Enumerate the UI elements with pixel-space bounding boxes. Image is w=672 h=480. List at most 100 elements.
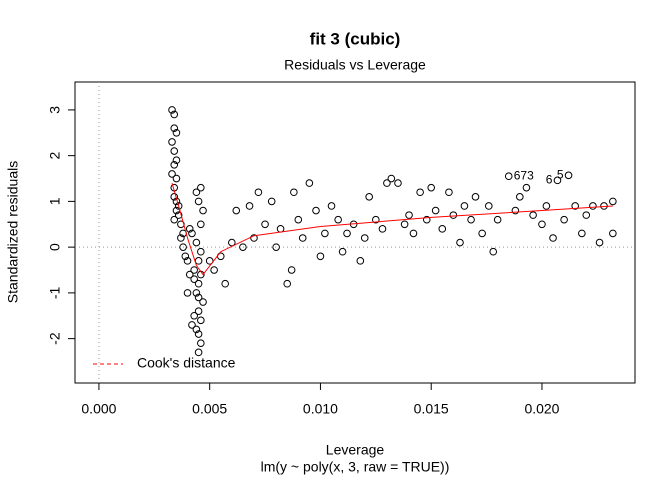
point <box>316 252 325 261</box>
point <box>221 279 229 288</box>
point <box>170 110 179 119</box>
point <box>290 188 298 197</box>
point <box>239 243 247 251</box>
point <box>460 202 469 210</box>
legend-label: Cook's distance <box>137 355 236 371</box>
point <box>372 215 380 224</box>
point <box>416 188 424 197</box>
point <box>194 197 203 206</box>
point <box>192 289 201 297</box>
point <box>188 321 196 329</box>
point <box>190 311 198 320</box>
point <box>383 179 391 187</box>
point <box>294 215 303 224</box>
point <box>609 229 617 238</box>
point <box>197 220 205 229</box>
point <box>504 172 513 181</box>
point <box>276 225 285 233</box>
point <box>471 193 480 201</box>
point <box>185 225 194 233</box>
point <box>172 156 181 165</box>
y-tick-label: 1 <box>47 197 63 205</box>
point <box>312 206 320 215</box>
point <box>589 202 597 210</box>
point <box>365 193 373 201</box>
point <box>595 238 604 247</box>
x-axis-label: Leverage <box>326 442 385 458</box>
x-tick-label: 0.015 <box>414 401 449 417</box>
point <box>197 339 205 348</box>
point <box>538 220 546 229</box>
point <box>387 174 396 183</box>
point <box>571 202 579 210</box>
point <box>168 106 176 114</box>
point <box>400 220 409 229</box>
point <box>609 197 617 206</box>
y-tick-label: 2 <box>47 152 63 160</box>
point <box>185 270 194 279</box>
y-axis-label: Standardized residuals <box>5 161 21 303</box>
point <box>327 202 336 210</box>
point <box>174 211 183 219</box>
point <box>360 234 369 242</box>
point <box>582 211 591 219</box>
point <box>553 176 562 185</box>
point <box>409 229 418 238</box>
point <box>194 279 203 288</box>
point <box>194 330 203 338</box>
chart-title: fit 3 (cubic) <box>310 29 401 48</box>
point <box>445 188 453 197</box>
point <box>516 193 524 201</box>
point-label: 6 <box>546 173 553 187</box>
point <box>183 257 192 265</box>
point <box>172 174 181 183</box>
caption: lm(y ~ poly(x, 3, raw = TRUE)) <box>261 459 450 475</box>
point <box>197 247 205 256</box>
point <box>192 325 201 334</box>
point <box>177 234 185 242</box>
plot-box <box>74 81 636 384</box>
point <box>194 293 203 302</box>
point <box>356 257 365 265</box>
point-label: 5 <box>557 167 564 181</box>
y-tick-label: -1 <box>47 286 63 299</box>
point <box>174 202 183 210</box>
point <box>232 206 241 215</box>
point <box>431 206 440 215</box>
x-tick-label: 0.000 <box>81 401 116 417</box>
point <box>168 138 176 146</box>
point <box>493 215 502 224</box>
point <box>190 266 198 274</box>
point <box>261 220 269 229</box>
point <box>192 238 201 247</box>
point <box>338 247 347 256</box>
x-tick-label: 0.020 <box>524 401 559 417</box>
point <box>343 229 351 238</box>
point <box>190 275 198 283</box>
point <box>422 215 431 224</box>
point <box>179 243 187 251</box>
point <box>298 234 307 242</box>
y-tick-label: 3 <box>47 106 63 114</box>
point <box>287 266 296 274</box>
point <box>529 211 537 219</box>
point <box>321 229 329 238</box>
point <box>170 160 179 169</box>
point <box>478 229 486 238</box>
point <box>170 193 179 201</box>
point <box>168 170 176 178</box>
point-label: 673 <box>514 168 534 182</box>
point <box>192 188 201 197</box>
point <box>199 298 207 306</box>
point <box>250 234 258 242</box>
x-tick-label: 0.010 <box>303 401 338 417</box>
point <box>172 128 181 137</box>
point <box>578 229 586 238</box>
point <box>560 215 568 224</box>
point <box>467 215 475 224</box>
point <box>194 307 203 315</box>
x-tick-label: 0.005 <box>192 401 227 417</box>
point <box>194 348 203 357</box>
point <box>305 179 314 187</box>
point <box>197 183 205 192</box>
